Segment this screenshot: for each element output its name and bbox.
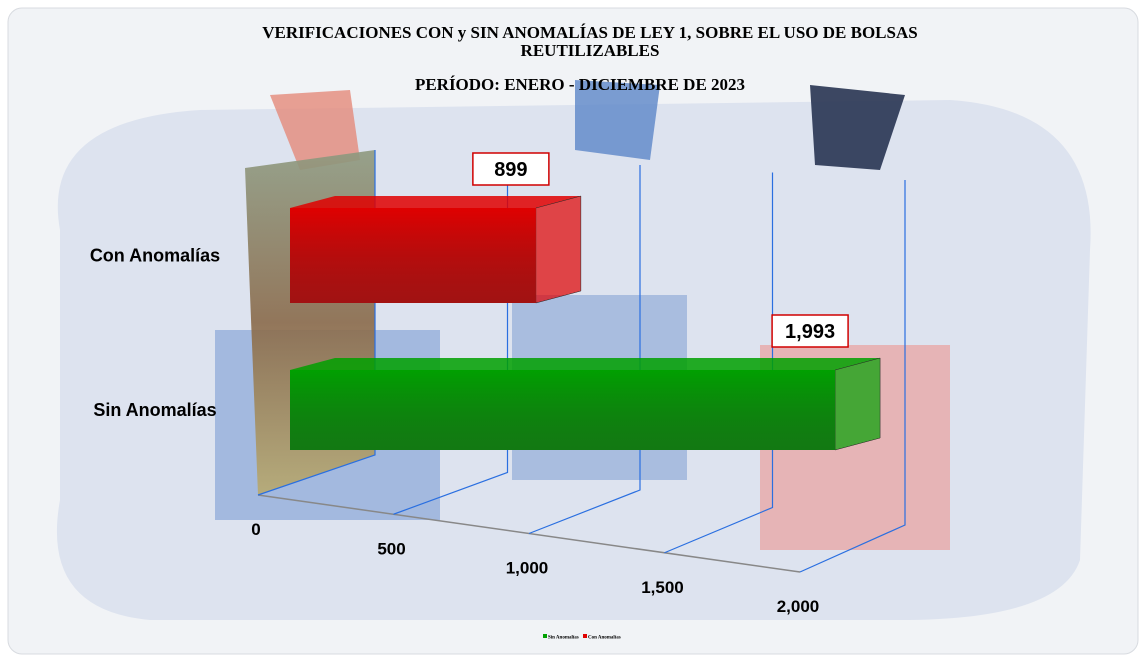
x-tick-label: 1,500 — [641, 578, 684, 597]
chart-subtitle: PERÍODO: ENERO - DICIEMBRE DE 2023 — [415, 75, 745, 94]
data-label: 899 — [494, 159, 527, 181]
category-label: Con Anomalías — [90, 246, 220, 266]
x-tick-label: 2,000 — [777, 597, 820, 616]
category-label: Sin Anomalías — [93, 400, 216, 420]
x-tick-label: 500 — [377, 539, 405, 558]
x-tick-label: 0 — [251, 520, 260, 539]
legend-swatch — [543, 634, 547, 638]
bar-top — [290, 196, 581, 208]
chart: VERIFICACIONES CON y SIN ANOMALÍAS DE LE… — [0, 0, 1146, 662]
bar-top — [290, 358, 880, 370]
x-tick-label: 1,000 — [506, 559, 549, 578]
legend-label: Con Anomalías — [588, 636, 621, 641]
bar-end — [835, 358, 880, 450]
bar-end — [536, 196, 581, 303]
legend-swatch — [583, 634, 587, 638]
legend-label: Sin Anomalías — [548, 636, 579, 641]
data-label: 1,993 — [785, 321, 835, 343]
bar-shade — [290, 208, 536, 303]
bar-shade — [290, 370, 835, 450]
